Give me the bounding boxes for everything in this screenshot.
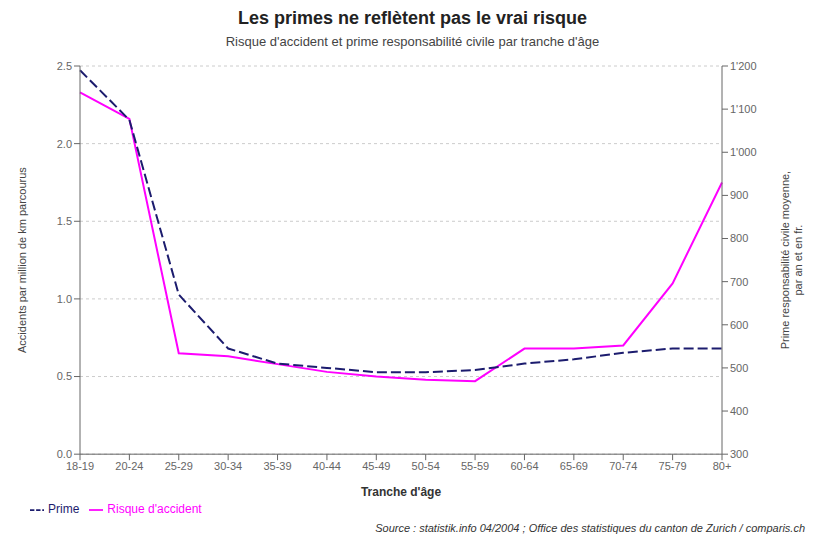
svg-text:60-64: 60-64	[510, 460, 538, 472]
html-text:Les primes ne reflètent pas le: Les primes ne reflètent pas le vrai risq…	[237, 8, 588, 28]
svg-text:900: 900	[730, 189, 748, 201]
svg-text:45-49: 45-49	[362, 460, 390, 472]
svg-text:70-74: 70-74	[609, 460, 637, 472]
svg-text:18-19: 18-19	[66, 460, 94, 472]
html-text:Prime: Prime	[48, 502, 80, 517]
svg-text:1.5: 1.5	[57, 215, 72, 227]
html-text:Risque d'accident et prime res: Risque d'accident et prime responsabilit…	[225, 34, 600, 49]
svg-text:2.0: 2.0	[57, 138, 72, 150]
svg-text:700: 700	[730, 276, 748, 288]
svg-text:600: 600	[730, 319, 748, 331]
svg-text:20-24: 20-24	[115, 460, 143, 472]
svg-text:Tranche d'âge: Tranche d'âge	[361, 485, 442, 499]
svg-text:25-29: 25-29	[165, 460, 193, 472]
svg-text:55-59: 55-59	[461, 460, 489, 472]
svg-text:0.5: 0.5	[57, 370, 72, 382]
html-text:Risque d'accident: Risque d'accident	[107, 502, 202, 517]
svg-text:65-69: 65-69	[560, 460, 588, 472]
svg-text:50-54: 50-54	[412, 460, 440, 472]
svg-text:75-79: 75-79	[659, 460, 687, 472]
svg-text:500: 500	[730, 362, 748, 374]
svg-text:1'000: 1'000	[730, 146, 757, 158]
svg-text:1'100: 1'100	[730, 103, 757, 115]
svg-text:400: 400	[730, 405, 748, 417]
svg-text:80+: 80+	[713, 460, 732, 472]
svg-text:30-34: 30-34	[214, 460, 242, 472]
svg-text:40-44: 40-44	[313, 460, 341, 472]
html-text:Source : statistik.info 04/200: Source : statistik.info 04/2004 ; Office…	[375, 522, 805, 534]
svg-text:1.0: 1.0	[57, 293, 72, 305]
svg-text:35-39: 35-39	[263, 460, 291, 472]
svg-text:1'200: 1'200	[730, 60, 757, 72]
svg-text:800: 800	[730, 232, 748, 244]
svg-text:300: 300	[730, 448, 748, 460]
svg-text:Prime responsabilité civile mo: Prime responsabilité civile moyenne,par …	[779, 171, 804, 350]
svg-text:0.0: 0.0	[57, 448, 72, 460]
svg-text:Accidents par million de km pa: Accidents par million de km parcourus	[16, 167, 28, 353]
svg-text:2.5: 2.5	[57, 60, 72, 72]
